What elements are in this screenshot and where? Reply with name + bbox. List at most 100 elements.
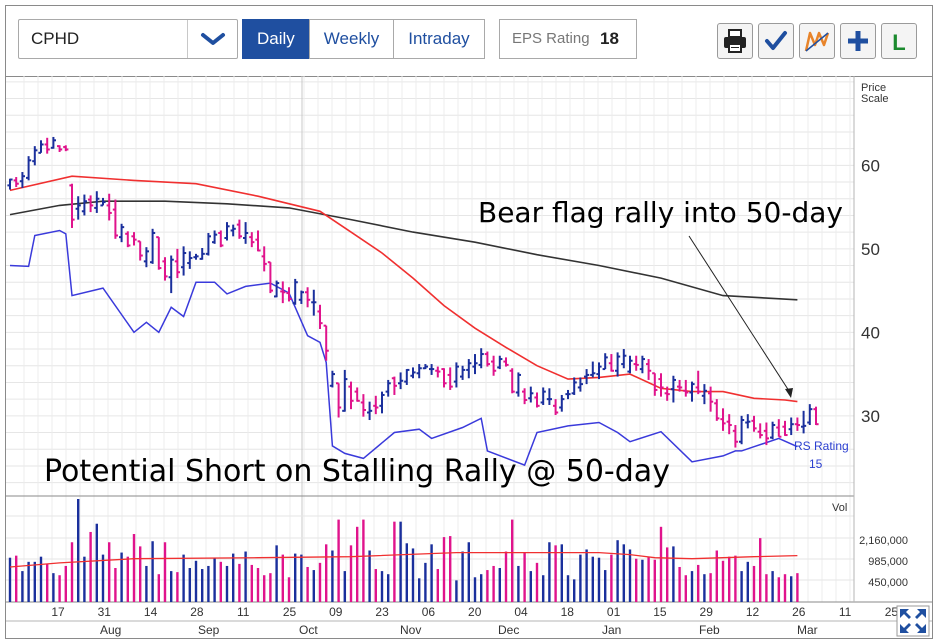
price-bar [230, 224, 236, 237]
eps-rating-box: EPS Rating 18 [499, 19, 637, 59]
price-bar [788, 417, 794, 436]
chevron-down-icon [201, 33, 225, 45]
volume-bar [585, 549, 588, 602]
price-bar [367, 401, 373, 421]
price-bar [94, 191, 100, 213]
volume-bar [659, 526, 663, 602]
price-bar [807, 404, 813, 426]
volume-bar [21, 571, 24, 602]
volume-bar [765, 574, 768, 602]
price-bar [522, 388, 528, 405]
date-tick-label: 17 [51, 605, 65, 619]
volume-bar [33, 561, 36, 602]
volume-bar [616, 540, 619, 602]
price-bar [447, 367, 453, 390]
tab-daily[interactable]: Daily [242, 19, 310, 59]
volume-bar [287, 577, 291, 602]
volume-bar [176, 572, 179, 602]
volume-tick-label: 2,160,000 [859, 535, 908, 547]
volume-bar [690, 571, 694, 602]
volume-bar [387, 574, 390, 602]
price-bar [602, 353, 608, 371]
volume-bar [486, 570, 489, 602]
price-bar [274, 280, 280, 298]
price-tick-label: 50 [861, 240, 880, 259]
leaderboard-button[interactable]: L [881, 23, 917, 59]
svg-text:L: L [892, 30, 905, 55]
volume-bar [343, 571, 346, 602]
volume-bar [492, 565, 495, 602]
tab-weekly[interactable]: Weekly [308, 19, 395, 59]
symbol-dropdown-button[interactable] [187, 20, 238, 58]
date-tick-label: 12 [746, 605, 760, 619]
price-bar [205, 232, 211, 256]
price-bar [125, 231, 131, 248]
price-bar [32, 146, 38, 166]
month-label: Oct [299, 623, 318, 637]
volume-bar [325, 544, 328, 602]
volume-bar [145, 565, 148, 602]
volume-bar [27, 561, 30, 602]
volume-bar [139, 546, 142, 602]
volume-bar [721, 560, 725, 602]
tab-intraday[interactable]: Intraday [393, 19, 485, 59]
volume-bar [709, 573, 712, 602]
volume-bar [126, 556, 129, 602]
price-bar [379, 391, 385, 414]
volume-bar [523, 552, 526, 602]
price-bar [652, 372, 658, 396]
price-bar [50, 136, 56, 149]
price-bar [218, 230, 224, 248]
ma50-line [9, 175, 798, 403]
symbol-selector[interactable]: CPHD [18, 19, 238, 59]
volume-bar [312, 570, 315, 602]
volume-bar [647, 556, 650, 602]
price-bar [720, 408, 726, 431]
volume-bar [455, 580, 458, 602]
date-tick-label: 04 [514, 605, 528, 619]
price-bar [143, 247, 149, 268]
price-bar [565, 389, 571, 400]
volume-bar [294, 553, 297, 602]
price-axis-title-line1: Price [861, 82, 886, 94]
price-bar [466, 359, 472, 379]
price-bar [19, 172, 25, 188]
price-axis-labels: 60 50 40 30 [861, 156, 880, 425]
price-bar [162, 257, 168, 281]
period-tabs: Daily Weekly Intraday [242, 19, 485, 59]
volume-bar [554, 545, 557, 602]
zoom-button[interactable] [896, 605, 930, 637]
volume-bar [306, 566, 309, 602]
print-button[interactable] [717, 23, 753, 59]
volume-bar [790, 576, 793, 602]
price-bar [410, 367, 416, 379]
price-bar [701, 384, 707, 405]
price-bar [621, 349, 627, 369]
price-bar [770, 421, 776, 440]
volume-bar [430, 544, 433, 602]
price-bar [435, 366, 441, 378]
volume-bars [8, 499, 799, 602]
price-bar [286, 287, 292, 302]
volume-bar [424, 562, 427, 602]
rs-rating-label: RS Rating [794, 439, 849, 453]
price-bar [596, 362, 602, 380]
price-bar [404, 368, 410, 385]
price-bars [7, 136, 819, 448]
pattern-recognition-button[interactable] [799, 23, 835, 59]
symbol-input[interactable]: CPHD [31, 29, 80, 48]
date-tick-label: 31 [98, 605, 112, 619]
price-bar [751, 415, 757, 432]
date-tick-label: 11 [237, 605, 250, 619]
leaderboard-icon: L [892, 30, 905, 55]
add-to-list-button[interactable] [840, 23, 876, 59]
volume-bar [337, 519, 340, 602]
volume-bar [542, 575, 545, 602]
volume-bar [628, 549, 632, 602]
price-bar [267, 261, 273, 294]
price-bar [261, 246, 267, 272]
checklist-button[interactable] [758, 23, 794, 59]
volume-bar [641, 559, 644, 602]
volume-bar [728, 556, 731, 602]
price-bar [689, 381, 695, 402]
